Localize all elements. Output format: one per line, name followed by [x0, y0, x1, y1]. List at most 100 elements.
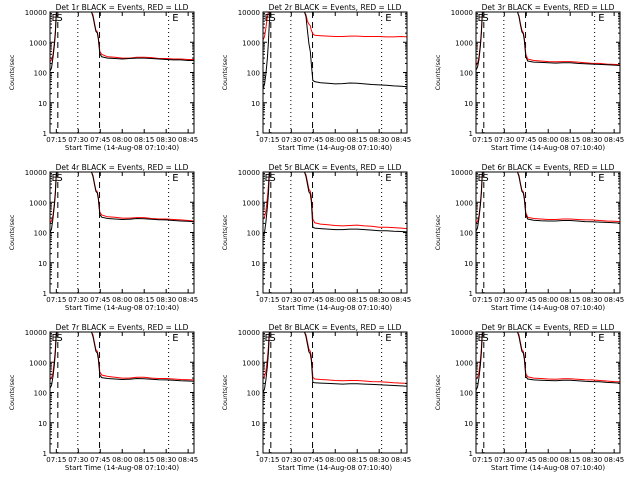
x-tick-label: 07:45 [90, 456, 110, 464]
y-tick-label: 10 [38, 420, 47, 428]
x-tick-label: 07:45 [516, 296, 536, 304]
y-tick-label: 100 [460, 230, 473, 238]
y-axis-label: Counts/sec [221, 214, 229, 250]
x-tick-label: 07:45 [303, 136, 323, 144]
y-tick-label: 10 [464, 420, 473, 428]
x-tick-label: 07:30 [494, 296, 514, 304]
event-marker-label: E [51, 13, 57, 24]
x-tick-label: 08:30 [369, 296, 389, 304]
y-tick-label: 1 [469, 130, 473, 138]
x-tick-label: 08:30 [582, 296, 602, 304]
event-marker-label: E [172, 173, 178, 184]
y-axis-label: Counts/sec [434, 374, 442, 410]
x-axis-label: Start Time (14-Aug-08 07:10:40) [278, 144, 392, 152]
x-tick-label: 08:00 [325, 136, 345, 144]
events-series-line [50, 172, 194, 233]
x-tick-label: 08:00 [325, 456, 345, 464]
detector-panel: 1 10 100 1000 10000 07:15 07:30 07:45 08:00 08:15… [434, 323, 624, 472]
x-axis-label: Start Time (14-Aug-08 07:10:40) [491, 144, 605, 152]
x-tick-label: 07:15 [259, 456, 279, 464]
event-marker-label: E [598, 173, 604, 184]
event-marker-label: S [56, 333, 62, 344]
y-tick-label: 10000 [451, 329, 473, 337]
event-marker-label: E [264, 173, 270, 184]
event-marker-label: E [385, 13, 391, 24]
events-series-line [263, 172, 407, 236]
x-tick-label: 07:45 [303, 456, 323, 464]
x-tick-label: 07:15 [472, 296, 492, 304]
x-tick-label: 07:15 [259, 296, 279, 304]
x-tick-label: 08:15 [560, 136, 580, 144]
x-tick-label: 07:15 [472, 136, 492, 144]
y-tick-label: 1000 [29, 359, 47, 367]
y-tick-label: 1 [43, 130, 47, 138]
y-tick-label: 10000 [25, 9, 47, 17]
events-series-line [263, 332, 407, 393]
detector-panel: 1 10 100 1000 10000 07:15 07:30 07:45 08:00 08:15… [221, 163, 411, 312]
x-tick-label: 08:45 [391, 136, 411, 144]
y-tick-label: 1000 [242, 359, 260, 367]
panel-title: Det 1r BLACK = Events, RED = LLD [56, 3, 189, 12]
event-marker-label: E [264, 13, 270, 24]
event-marker-label: S [482, 13, 488, 24]
events-series-line [476, 172, 620, 232]
x-tick-label: 08:15 [134, 296, 154, 304]
x-axis-label: Start Time (14-Aug-08 07:10:40) [491, 304, 605, 312]
y-tick-label: 10000 [238, 9, 260, 17]
y-axis-label: Counts/sec [434, 214, 442, 250]
event-marker-label: S [269, 13, 275, 24]
y-tick-label: 1 [43, 290, 47, 298]
y-axis-label: Counts/sec [8, 374, 16, 410]
x-tick-label: 07:45 [516, 136, 536, 144]
x-tick-label: 08:30 [582, 136, 602, 144]
x-tick-label: 08:30 [369, 136, 389, 144]
y-tick-label: 1000 [455, 199, 473, 207]
x-axis-label: Start Time (14-Aug-08 07:10:40) [491, 464, 605, 472]
x-tick-label: 08:15 [347, 456, 367, 464]
x-tick-label: 07:30 [281, 296, 301, 304]
events-series-line [476, 332, 620, 391]
event-marker-label: E [172, 333, 178, 344]
y-axis-label: Counts/sec [8, 54, 16, 90]
x-tick-label: 07:30 [281, 136, 301, 144]
y-tick-label: 1 [43, 450, 47, 458]
x-axis-label: Start Time (14-Aug-08 07:10:40) [65, 144, 179, 152]
x-tick-label: 07:30 [68, 136, 88, 144]
x-tick-label: 08:15 [347, 136, 367, 144]
detector-panel: 1 10 100 1000 10000 07:15 07:30 07:45 08:00 08:15… [434, 163, 624, 312]
x-tick-label: 07:45 [303, 296, 323, 304]
x-tick-label: 08:00 [112, 296, 132, 304]
y-axis-label: Counts/sec [221, 374, 229, 410]
x-tick-label: 08:30 [156, 136, 176, 144]
x-tick-label: 08:00 [538, 296, 558, 304]
x-tick-label: 08:00 [538, 456, 558, 464]
panel-title: Det 9r BLACK = Events, RED = LLD [482, 323, 615, 332]
detector-panel: 1 10 100 1000 10000 07:15 07:30 07:45 08:00 08:15… [221, 3, 411, 152]
events-series-line [50, 332, 194, 389]
x-tick-label: 07:45 [90, 296, 110, 304]
y-tick-label: 1 [256, 450, 260, 458]
x-tick-label: 07:45 [90, 136, 110, 144]
y-tick-label: 100 [34, 230, 47, 238]
event-marker-label: E [477, 13, 483, 24]
event-marker-label: E [51, 333, 57, 344]
event-marker-label: S [482, 333, 488, 344]
lld-series-line [263, 12, 407, 41]
x-tick-label: 08:15 [347, 296, 367, 304]
detector-panel: 1 10 100 1000 10000 07:15 07:30 07:45 08:00 08:15… [221, 323, 411, 472]
panel-title: Det 3r BLACK = Events, RED = LLD [482, 3, 615, 12]
x-tick-label: 07:15 [259, 136, 279, 144]
x-tick-label: 07:15 [472, 456, 492, 464]
y-tick-label: 10 [38, 260, 47, 268]
y-tick-label: 10 [251, 100, 260, 108]
x-tick-label: 08:30 [156, 296, 176, 304]
x-tick-label: 08:15 [134, 136, 154, 144]
x-tick-label: 08:45 [391, 456, 411, 464]
y-tick-label: 100 [460, 70, 473, 78]
event-marker-label: E [385, 173, 391, 184]
detector-panel: 1 10 100 1000 10000 07:15 07:30 07:45 08:00 08:15… [434, 3, 624, 152]
x-tick-label: 08:45 [178, 136, 198, 144]
event-marker-label: E [598, 13, 604, 24]
